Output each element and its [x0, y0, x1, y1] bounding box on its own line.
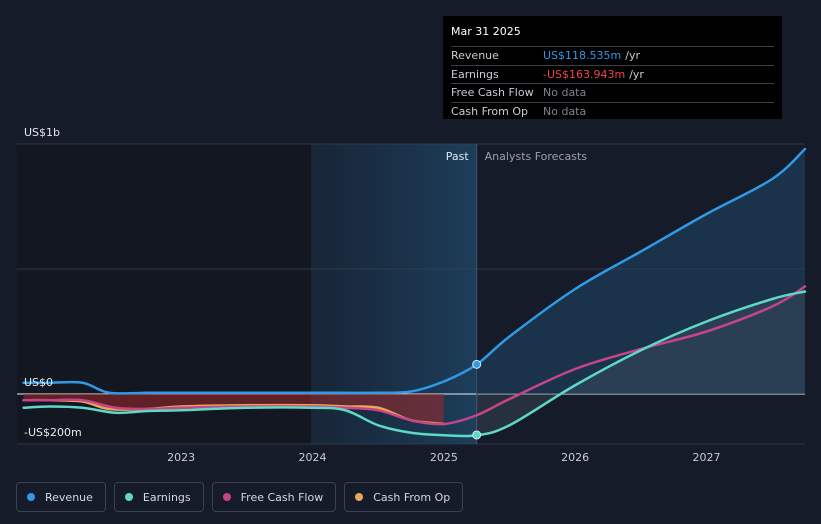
- tooltip-value: -US$163.943m: [543, 67, 626, 81]
- legend-item-free-cash-flow[interactable]: Free Cash Flow: [211, 482, 337, 512]
- revenue-forecast-area: [476, 149, 805, 394]
- cash-from-op-area: [23, 394, 444, 424]
- chart-legend: Revenue Earnings Free Cash Flow Cash Fro…: [16, 482, 464, 512]
- legend-label: Free Cash Flow: [240, 490, 324, 504]
- y-label-top: US$1b: [24, 126, 60, 139]
- tooltip-unit: /yr: [625, 49, 640, 62]
- legend-dot-icon: [27, 493, 35, 501]
- tooltip-label: Earnings: [451, 67, 499, 81]
- legend-dot-icon: [355, 493, 364, 501]
- legend-item-earnings[interactable]: Earnings: [113, 482, 204, 512]
- x-tick-label: 2023: [167, 451, 195, 464]
- tooltip-label: Cash From Op: [451, 104, 529, 118]
- tooltip-row-free-cash-flow: Free Cash Flow No data: [451, 83, 774, 102]
- tooltip-label: Revenue: [451, 49, 499, 62]
- revenue-highlight-point: [472, 359, 482, 369]
- tooltip-row-cash-from-op: Cash From Op No data: [451, 101, 774, 121]
- tooltip-date: Mar 31 2025: [451, 25, 521, 38]
- legend-label: Earnings: [142, 490, 191, 504]
- y-label-zero: US$0: [24, 376, 53, 389]
- legend-dot-icon: [222, 493, 231, 501]
- earnings-forecast-area: [476, 291, 805, 436]
- legend-item-cash-from-op[interactable]: Cash From Op: [344, 482, 464, 512]
- x-tick-label: 2025: [430, 451, 458, 464]
- past-label: Past: [446, 150, 470, 163]
- tooltip-panel: Mar 31 2025 Revenue US$118.535m /yr Earn…: [443, 16, 782, 119]
- legend-item-revenue[interactable]: Revenue: [16, 482, 106, 512]
- series-line-earnings: [22, 290, 807, 438]
- forecast-label: Analysts Forecasts: [485, 150, 588, 163]
- legend-label: Cash From Op: [373, 490, 451, 504]
- legend-label: Revenue: [45, 490, 93, 504]
- x-tick-label: 2024: [299, 451, 327, 464]
- tooltip-value: No data: [543, 104, 587, 118]
- tooltip-label: Free Cash Flow: [451, 86, 534, 99]
- y-label-bottom: -US$200m: [24, 426, 82, 439]
- tooltip-value: US$118.535m: [543, 49, 622, 62]
- tooltip-row-revenue: Revenue US$118.535m /yr: [451, 46, 774, 65]
- x-tick-label: 2026: [561, 451, 589, 464]
- legend-dot-icon: [124, 493, 133, 501]
- tooltip-unit: /yr: [629, 67, 644, 81]
- tooltip-row-earnings: Earnings -US$163.943m /yr: [451, 64, 774, 84]
- series-line-revenue: [22, 147, 807, 395]
- earnings-highlight-point: [472, 430, 482, 440]
- x-tick-label: 2027: [693, 451, 721, 464]
- tooltip-value: No data: [543, 86, 587, 99]
